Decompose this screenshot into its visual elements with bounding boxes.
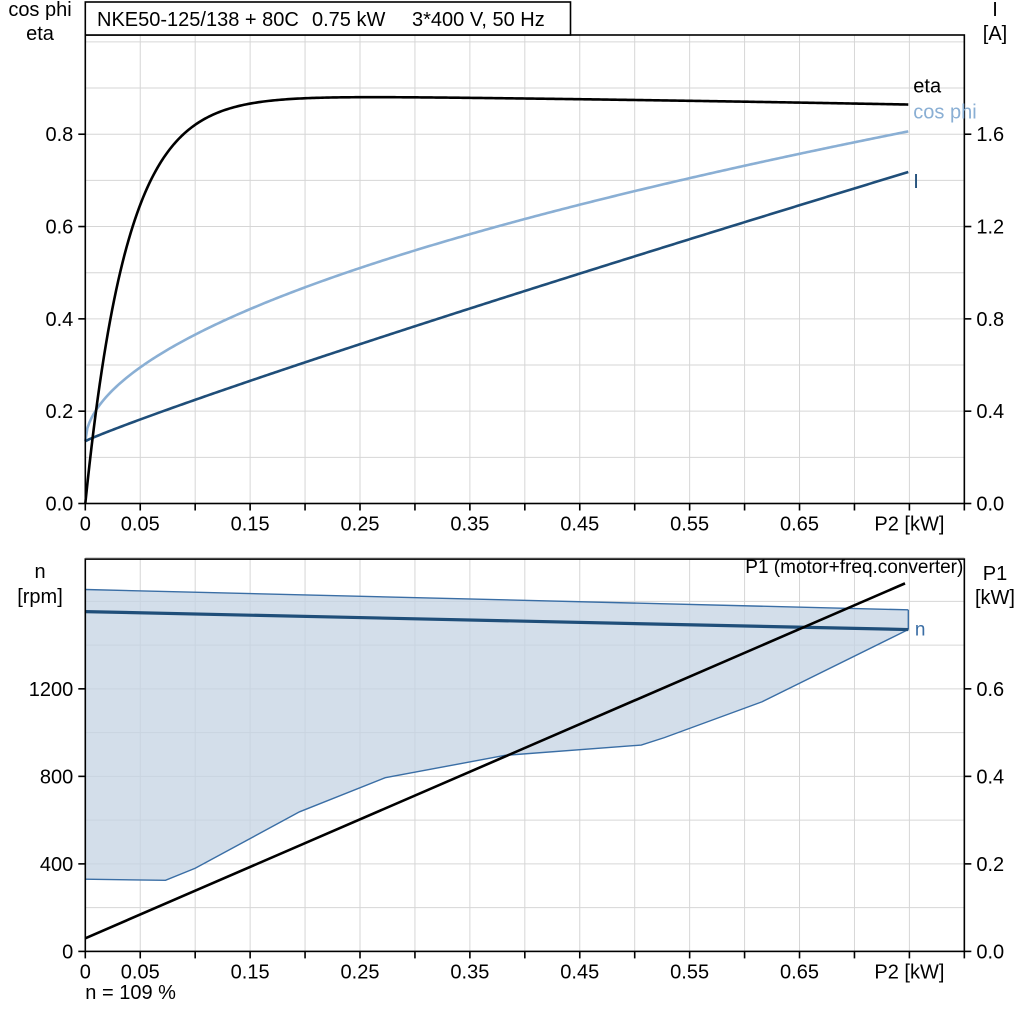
- svg-text:n = 109 %: n = 109 %: [85, 982, 176, 1004]
- svg-text:0.55: 0.55: [670, 514, 709, 536]
- svg-text:P1: P1: [983, 563, 1007, 585]
- svg-text:0.4: 0.4: [976, 401, 1004, 423]
- svg-text:NKE50-125/138 + 80C: NKE50-125/138 + 80C: [97, 9, 299, 31]
- svg-text:0.6: 0.6: [45, 217, 73, 239]
- svg-text:P2 [kW]: P2 [kW]: [874, 514, 944, 536]
- svg-text:0.25: 0.25: [341, 961, 380, 983]
- svg-text:0.6: 0.6: [976, 679, 1004, 701]
- svg-text:1.6: 1.6: [976, 124, 1004, 146]
- svg-text:P1 (motor+freq.converter): P1 (motor+freq.converter): [745, 557, 963, 578]
- svg-text:0.35: 0.35: [450, 514, 489, 536]
- svg-text:1.2: 1.2: [976, 217, 1004, 239]
- svg-text:0.0: 0.0: [976, 494, 1004, 516]
- svg-text:0.45: 0.45: [560, 514, 599, 536]
- svg-text:0.55: 0.55: [670, 961, 709, 983]
- svg-text:0.25: 0.25: [341, 514, 380, 536]
- svg-text:0.0: 0.0: [976, 941, 1004, 963]
- svg-text:800: 800: [40, 766, 73, 788]
- svg-text:0.2: 0.2: [45, 401, 73, 423]
- svg-text:P2 [kW]: P2 [kW]: [874, 961, 944, 983]
- svg-text:cos phi: cos phi: [8, 0, 71, 21]
- svg-text:0.15: 0.15: [231, 961, 270, 983]
- svg-text:0.4: 0.4: [976, 766, 1004, 788]
- svg-text:0: 0: [62, 941, 73, 963]
- svg-text:I: I: [913, 171, 919, 193]
- svg-text:n: n: [915, 620, 926, 641]
- svg-text:[kW]: [kW]: [975, 587, 1015, 609]
- svg-text:0.05: 0.05: [121, 514, 160, 536]
- svg-text:cos phi: cos phi: [913, 102, 976, 124]
- svg-text:0.75 kW: 0.75 kW: [312, 9, 385, 31]
- svg-text:0.65: 0.65: [780, 514, 819, 536]
- svg-text:[A]: [A]: [983, 23, 1007, 45]
- svg-text:0: 0: [80, 514, 91, 536]
- svg-text:I: I: [992, 0, 998, 21]
- svg-text:400: 400: [40, 854, 73, 876]
- svg-text:0: 0: [80, 961, 91, 983]
- svg-text:0.0: 0.0: [45, 494, 73, 516]
- svg-text:0.15: 0.15: [231, 514, 270, 536]
- svg-text:3*400 V, 50 Hz: 3*400 V, 50 Hz: [412, 9, 545, 31]
- svg-text:0.8: 0.8: [976, 309, 1004, 331]
- svg-text:1200: 1200: [29, 679, 74, 701]
- svg-text:0.65: 0.65: [780, 961, 819, 983]
- svg-text:0.4: 0.4: [45, 309, 73, 331]
- svg-text:eta: eta: [913, 76, 942, 98]
- svg-text:0.2: 0.2: [976, 854, 1004, 876]
- svg-text:0.35: 0.35: [450, 961, 489, 983]
- svg-text:0.8: 0.8: [45, 124, 73, 146]
- svg-text:eta: eta: [26, 23, 55, 45]
- svg-text:n: n: [34, 561, 45, 583]
- svg-text:0.05: 0.05: [121, 961, 160, 983]
- svg-text:0.45: 0.45: [560, 961, 599, 983]
- svg-text:[rpm]: [rpm]: [17, 586, 63, 608]
